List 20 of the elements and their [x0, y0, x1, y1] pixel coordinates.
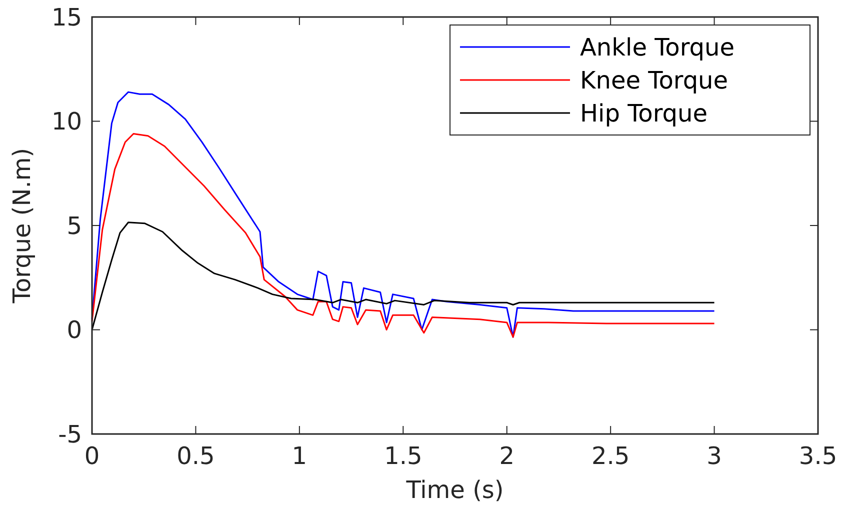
x-tick-label: 1.5 [384, 442, 422, 470]
x-tick-label: 2.5 [591, 442, 630, 470]
y-tick-label: -5 [58, 420, 82, 448]
legend-label: Hip Torque [580, 99, 708, 128]
x-tick-label: 3.5 [798, 442, 838, 470]
y-tick-label: 10 [51, 108, 82, 136]
y-axis-title: Torque (N.m) [8, 148, 36, 304]
legend-label: Knee Torque [580, 66, 728, 94]
y-tick-label: 5 [66, 212, 82, 240]
x-axis-title: Time (s) [405, 476, 504, 504]
y-tick-label: 0 [66, 316, 82, 344]
x-tick-label: 0.5 [176, 442, 215, 470]
x-tick-label: 2 [499, 442, 514, 470]
x-tick-label: 0 [84, 442, 100, 470]
legend-label: Ankle Torque [580, 33, 735, 62]
line-series [91, 222, 716, 330]
x-tick-label: 1 [292, 442, 308, 470]
x-tick-label: 3 [706, 442, 722, 470]
y-tick-label: 15 [51, 3, 82, 32]
line-series [91, 133, 716, 338]
